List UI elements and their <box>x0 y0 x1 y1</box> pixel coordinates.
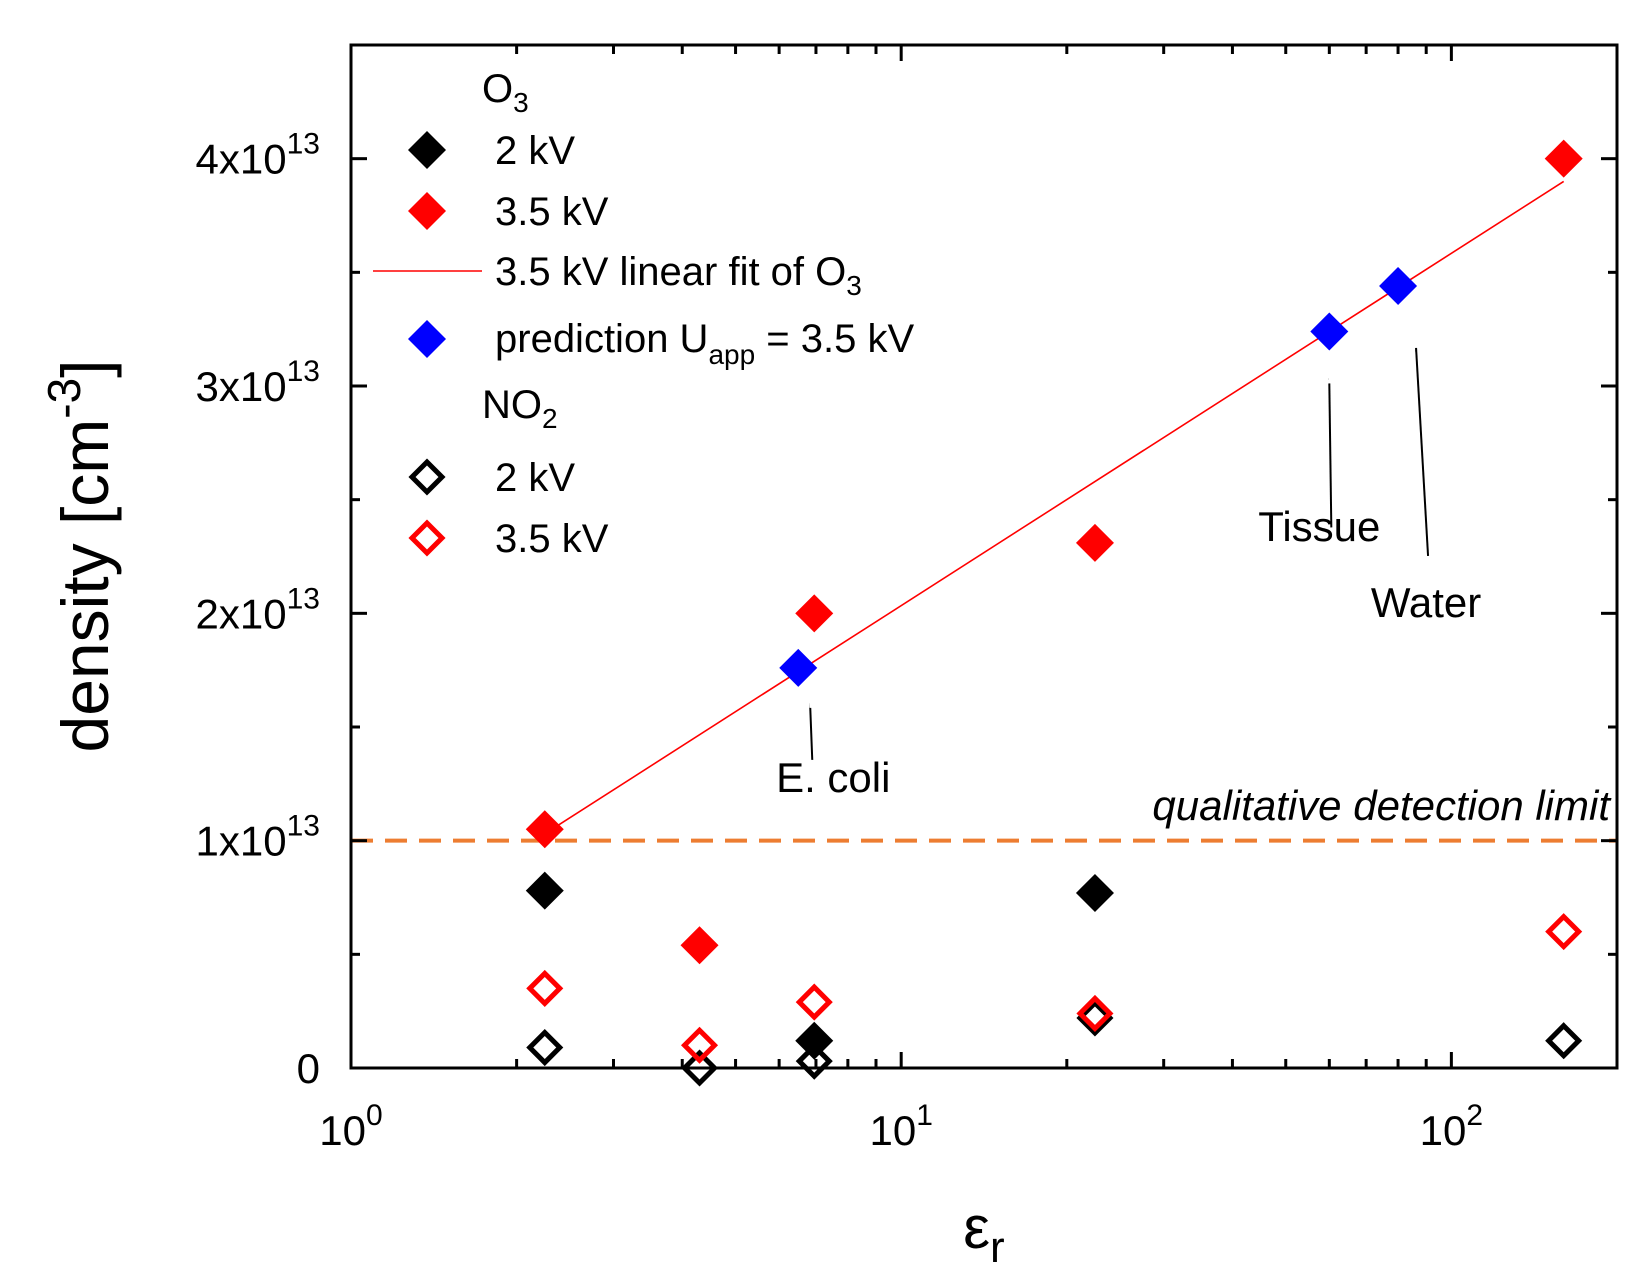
legend-no2-35kv-label: 3.5 kV <box>495 517 609 561</box>
legend: O3 2 kV 3.5 kV 3.5 kV linear fit of O3 p… <box>373 67 914 561</box>
data-point <box>795 1042 833 1080</box>
data-point <box>526 969 564 1007</box>
data-point <box>1075 523 1114 562</box>
y-tick-label: 3x1013 <box>196 355 320 410</box>
data-point <box>680 1026 719 1064</box>
data-point <box>525 871 564 910</box>
data-point <box>1545 913 1583 951</box>
detection-limit-label: qualitative detection limit <box>1152 782 1612 829</box>
legend-marker-o3-2kv <box>408 131 446 169</box>
y-tick-labels: 0 1x1013 2x1013 3x1013 4x1013 <box>196 128 320 1092</box>
data-point <box>795 983 833 1021</box>
x-tick-label: 100 <box>319 1099 382 1154</box>
legend-o3-35kv-label: 3.5 kV <box>495 190 609 234</box>
data-point <box>1544 139 1583 178</box>
y-axis-label: density [cm-3] <box>38 359 122 752</box>
plot-frame <box>349 43 1619 1070</box>
x-tick-label: 102 <box>1420 1099 1483 1154</box>
legend-marker-prediction <box>408 320 446 358</box>
data-point <box>779 648 818 687</box>
annotations: E. coli Tissue Water <box>776 348 1481 801</box>
water-arrow <box>1416 348 1430 557</box>
data-point <box>526 1029 564 1067</box>
data-point <box>1075 873 1114 912</box>
data-point <box>525 810 564 849</box>
data-point <box>1310 312 1349 351</box>
data-points <box>525 139 1583 1087</box>
data-point <box>1076 999 1114 1037</box>
legend-marker-no2-35kv <box>408 519 446 557</box>
y-tick-label: 0 <box>297 1045 320 1092</box>
x-tick-label: 101 <box>869 1099 932 1154</box>
legend-no2-title: NO2 <box>482 383 558 434</box>
legend-marker-no2-2kv <box>408 458 446 496</box>
data-point <box>680 1049 719 1087</box>
legend-prediction-label: prediction Uapp = 3.5 kV <box>495 317 914 370</box>
axis-ticks <box>349 43 1619 1070</box>
y-tick-label: 1x1013 <box>196 810 320 865</box>
legend-no2-2kv-label: 2 kV <box>495 456 575 500</box>
legend-marker-o3-35kv <box>408 192 446 230</box>
data-point <box>795 594 834 633</box>
legend-o3-title: O3 <box>482 67 529 118</box>
data-point <box>1379 266 1418 305</box>
y-tick-label: 4x1013 <box>196 128 320 183</box>
water-label: Water <box>1371 579 1481 626</box>
ecoli-label: E. coli <box>776 754 890 801</box>
data-point <box>1545 1022 1583 1060</box>
data-point <box>1076 994 1114 1032</box>
y-tick-label: 2x1013 <box>196 582 320 637</box>
x-axis-label: εr <box>963 1194 1004 1268</box>
tissue-label: Tissue <box>1258 503 1380 550</box>
tissue-arrow <box>1329 383 1333 528</box>
data-point <box>680 926 719 965</box>
legend-fit-label: 3.5 kV linear fit of O3 <box>495 250 862 301</box>
data-point <box>795 1021 834 1060</box>
x-tick-labels: 100 101 102 <box>319 1099 1483 1154</box>
legend-o3-2kv-label: 2 kV <box>495 129 575 173</box>
ecoli-arrow <box>810 708 814 760</box>
